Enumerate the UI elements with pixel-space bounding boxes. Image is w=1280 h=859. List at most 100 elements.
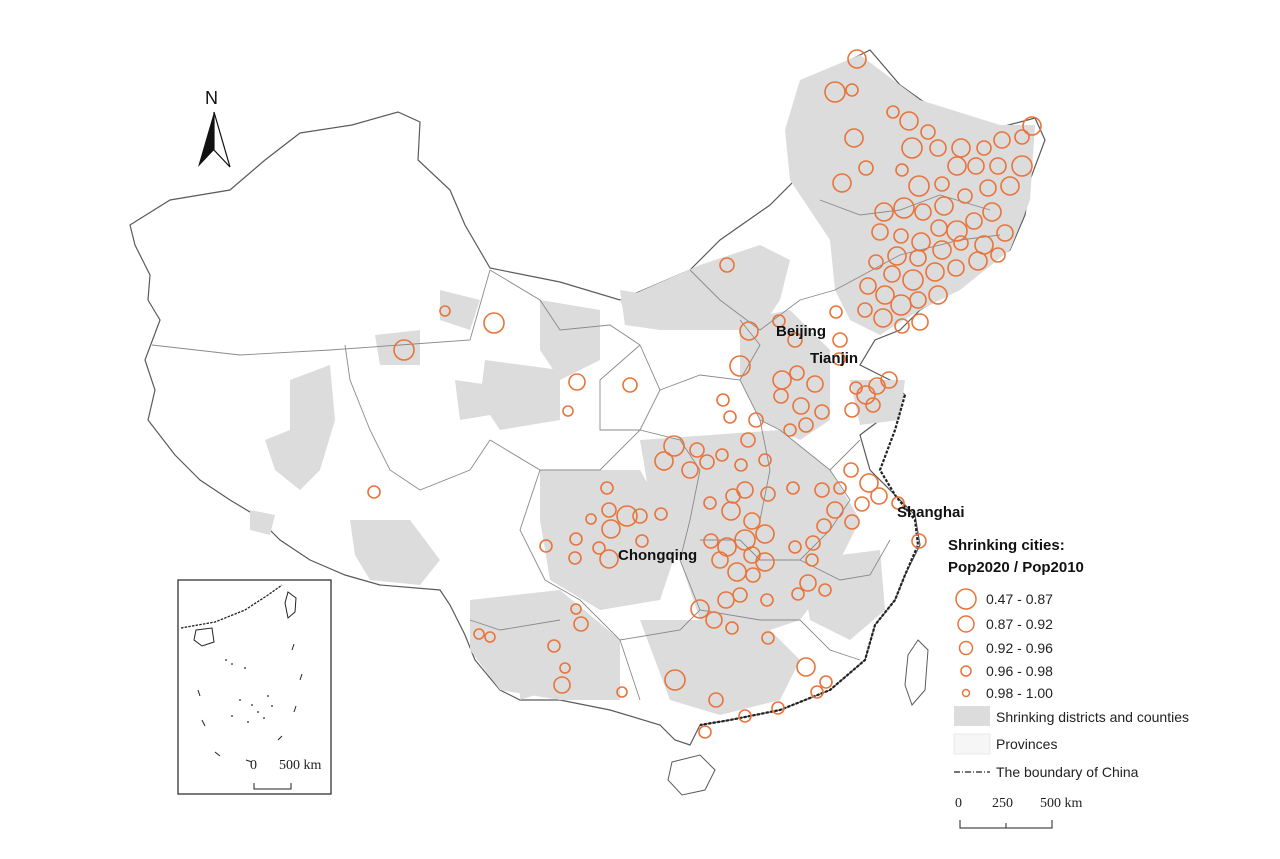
shrinking-city-marker (698, 725, 712, 739)
shrinking-city-marker (739, 321, 759, 341)
north-arrow-icon (198, 112, 214, 167)
shrinking-city-marker (818, 583, 832, 597)
shrinking-city-marker (760, 593, 774, 607)
shrinking-city-marker (993, 131, 1011, 149)
shrinking-city-marker (367, 485, 381, 499)
shrinking-city-marker (705, 611, 723, 629)
shrinking-city-marker (703, 533, 719, 549)
shrinking-city-marker (829, 305, 843, 319)
legend-label-class-5: 0.98 - 1.00 (986, 685, 1053, 701)
shrinking-city-marker (868, 254, 884, 270)
shrinking-city-marker (859, 473, 879, 493)
shrinking-city-marker (819, 675, 833, 689)
shrinking-city-marker (635, 534, 649, 548)
shrinking-city-marker (1011, 155, 1033, 177)
shrinking-city-marker (844, 514, 860, 530)
shrinking-city-marker (654, 507, 668, 521)
legend-circle-class-1 (955, 588, 977, 610)
shrinking-city-marker (796, 657, 816, 677)
shrinking-city-marker (893, 197, 915, 219)
shrinking-city-marker (870, 487, 888, 505)
shrinking-city-marker (891, 496, 905, 510)
shrinking-city-marker (773, 388, 789, 404)
shrinking-city-marker (826, 501, 844, 519)
shrinking-city-marker (928, 285, 948, 305)
coastline (699, 394, 920, 727)
shrinking-city-marker (909, 291, 927, 309)
shrinking-city-marker (887, 246, 907, 266)
shrinking-city-marker (947, 259, 965, 277)
shrinking-city-marker (895, 163, 909, 177)
shrinking-city-marker (771, 701, 785, 715)
shrinking-city-marker (1022, 116, 1042, 136)
shrinking-city-marker (1014, 129, 1030, 145)
shrinking-city-marker (832, 352, 846, 366)
shrinking-districts (250, 55, 1035, 715)
shrinking-city-marker (979, 179, 997, 197)
shrinking-city-marker (982, 202, 1002, 222)
shrinking-city-marker (553, 676, 571, 694)
shrinking-city-marker (899, 111, 919, 131)
shrinking-city-marker (616, 505, 638, 527)
shrinking-city-marker (393, 339, 415, 361)
north-arrow-half-icon (213, 111, 231, 168)
shrinking-city-marker (832, 173, 852, 193)
shrinking-city-marker (758, 453, 772, 467)
shrinking-city-marker (738, 709, 752, 723)
shrinking-city-marker (547, 639, 561, 653)
north-label: N (205, 88, 218, 108)
shrinking-city-marker (925, 262, 945, 282)
shrinking-city-marker (600, 481, 614, 495)
shrinking-city-marker (967, 157, 985, 175)
shrinking-city-marker (783, 423, 797, 437)
shrinking-city-marker (857, 302, 873, 318)
legend-circle-class-5 (961, 688, 971, 698)
shrinking-city-marker (786, 481, 800, 495)
shrinking-city-marker (920, 124, 936, 140)
legend-label-class-2: 0.87 - 0.92 (986, 616, 1053, 632)
shrinking-city-marker (886, 105, 900, 119)
shrinking-city-marker (729, 355, 751, 377)
shrinking-city-marker (868, 377, 886, 395)
shrinking-city-marker (934, 196, 954, 216)
shrinking-city-marker (932, 240, 952, 260)
legend-swatch-provinces (953, 733, 991, 755)
legend-label-class-4: 0.96 - 0.98 (986, 663, 1053, 679)
shrinking-city-marker (719, 257, 735, 273)
inset-islands (225, 659, 273, 723)
shrinking-city-marker (816, 518, 832, 534)
legend: Shrinking cities: Pop2020 / Pop2010 0.47… (948, 537, 1189, 829)
shrinking-city-marker (473, 628, 485, 640)
shrinking-city-marker (957, 188, 973, 204)
legend-label-boundary: The boundary of China (996, 764, 1139, 780)
taiwan-island (904, 639, 929, 706)
legend-swatch-shrinking (954, 706, 990, 726)
shrinking-city-marker (833, 481, 847, 495)
legend-label-class-3: 0.92 - 0.96 (986, 640, 1053, 656)
shrinking-city-marker (703, 496, 717, 510)
shrinking-city-marker (717, 591, 735, 609)
shrinking-city-marker (911, 533, 927, 549)
shrinking-city-marker (725, 621, 739, 635)
shrinking-city-marker (483, 312, 505, 334)
shrinking-city-marker (622, 377, 638, 393)
shrinking-city-marker (814, 482, 830, 498)
shrinking-city-marker (734, 458, 748, 472)
shrinking-city-marker (914, 203, 932, 221)
label-chongqing: Chongqing (618, 547, 697, 564)
shrinking-city-marker (689, 442, 705, 458)
shrinking-city-marker (847, 49, 867, 69)
shrinking-city-marker (681, 461, 699, 479)
shrinking-city-marker (788, 540, 802, 554)
shrinking-city-marker (843, 462, 859, 478)
shrinking-city-marker (585, 513, 597, 525)
legend-circle-class-3 (958, 640, 974, 656)
shrinking-city-marker (883, 265, 901, 283)
shrinking-city-marker (859, 277, 877, 295)
inset-dashes (197, 643, 303, 763)
shrinking-city-marker (654, 451, 674, 471)
shrinking-city-marker (873, 308, 893, 328)
inset-scale-tick-0: 0 (250, 758, 257, 773)
